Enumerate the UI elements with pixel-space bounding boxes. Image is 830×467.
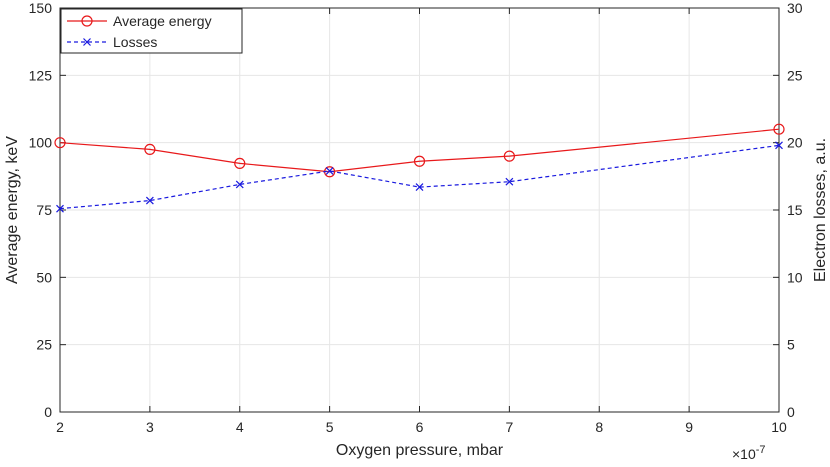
data-point bbox=[145, 196, 154, 205]
y-right-tick-label: 25 bbox=[787, 67, 803, 83]
x-tick-label: 4 bbox=[236, 419, 244, 435]
legend: Average energy Losses bbox=[60, 8, 243, 54]
x-tick-label: 7 bbox=[505, 419, 513, 435]
y-left-tick-label: 0 bbox=[44, 404, 52, 420]
data-point bbox=[56, 204, 64, 213]
x-axis-multiplier: ×10-7 bbox=[732, 444, 766, 462]
y-right-tick-label: 0 bbox=[787, 404, 795, 420]
x-axis-title: Oxygen pressure, mbar bbox=[336, 442, 504, 459]
x-tick-label: 6 bbox=[416, 419, 424, 435]
y-right-tick-label: 20 bbox=[787, 135, 803, 151]
data-point bbox=[775, 141, 783, 150]
x-tick-label: 2 bbox=[56, 419, 64, 435]
legend-swatch-marker bbox=[83, 38, 91, 46]
grid bbox=[59, 7, 780, 413]
data-point bbox=[413, 155, 426, 167]
legend-label: Average energy bbox=[113, 13, 212, 29]
y-axis-left-title: Average energy, keV bbox=[4, 136, 21, 284]
legend-label: Losses bbox=[113, 34, 157, 50]
y-right-tick-label: 10 bbox=[787, 269, 803, 285]
y-left-tick-label: 125 bbox=[29, 67, 53, 83]
legend-items: Average energy Losses bbox=[67, 13, 212, 50]
data-point bbox=[505, 177, 514, 186]
data-point bbox=[235, 180, 244, 189]
legend-swatch-marker bbox=[81, 15, 93, 27]
data-point bbox=[415, 183, 424, 192]
x-axis-multiplier-base: ×10 bbox=[732, 446, 756, 462]
y-right-tick-label: 15 bbox=[787, 202, 803, 218]
legend-box bbox=[60, 8, 243, 54]
x-tick-label: 5 bbox=[326, 419, 334, 435]
y-right-tick-label: 5 bbox=[787, 337, 795, 353]
series bbox=[54, 123, 785, 213]
series-losses bbox=[56, 141, 783, 213]
x-tick-label: 8 bbox=[595, 419, 603, 435]
data-point bbox=[325, 167, 334, 175]
data-point bbox=[773, 123, 785, 135]
x-tick-label: 10 bbox=[771, 419, 787, 435]
y-left-tick-label: 100 bbox=[29, 135, 53, 151]
data-point bbox=[234, 157, 246, 170]
y-left-tick-label: 25 bbox=[36, 337, 52, 353]
x-axis-multiplier-exponent: -7 bbox=[756, 444, 766, 456]
data-point bbox=[144, 143, 156, 155]
y-axis-right-title: Electron losses, a.u. bbox=[812, 138, 829, 282]
y-left-tick-label: 150 bbox=[29, 0, 53, 16]
data-point bbox=[54, 137, 66, 149]
y-left-tick-label: 75 bbox=[36, 202, 52, 218]
y-left-tick-label: 50 bbox=[36, 269, 52, 285]
data-point bbox=[503, 150, 515, 162]
x-tick-label: 3 bbox=[146, 419, 154, 435]
legend-item: Losses bbox=[67, 34, 157, 50]
legend-item: Average energy bbox=[67, 13, 212, 29]
x-tick-label: 9 bbox=[685, 419, 693, 435]
y-right-tick-label: 30 bbox=[787, 0, 803, 16]
